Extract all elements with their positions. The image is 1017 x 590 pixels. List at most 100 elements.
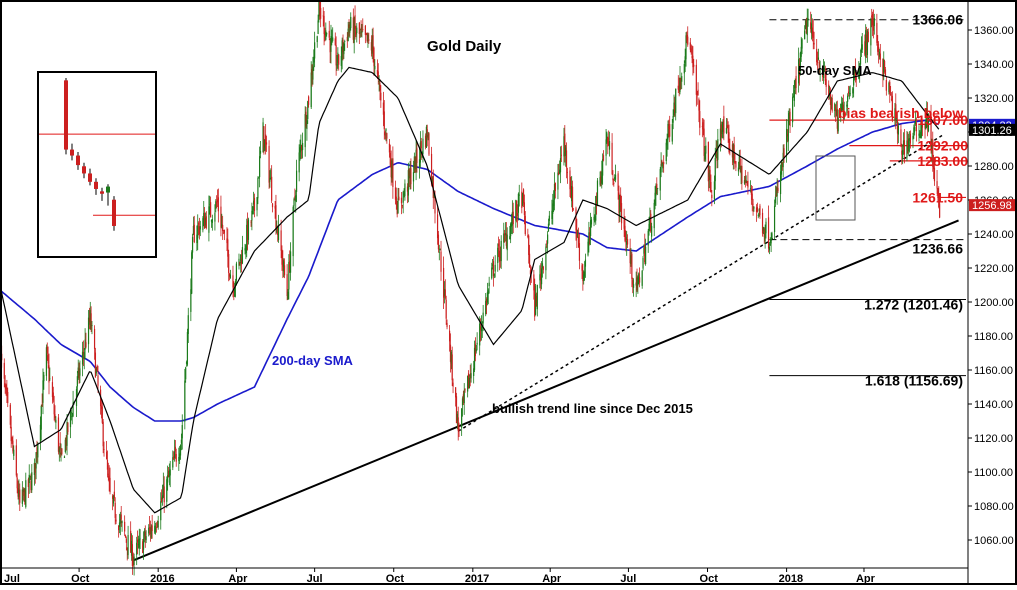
candle: [587, 238, 589, 257]
candle: [7, 387, 9, 408]
candle-body: [834, 103, 836, 112]
candle: [678, 77, 680, 97]
candle: [719, 118, 722, 152]
candle: [918, 125, 920, 142]
price-tick-label: 1080.00: [974, 501, 1014, 513]
candle-body: [196, 234, 198, 244]
candle: [848, 86, 850, 100]
candle: [739, 149, 741, 173]
candle-body: [468, 377, 470, 389]
candle: [680, 77, 682, 90]
candle: [156, 520, 158, 528]
candle: [289, 250, 291, 273]
candle: [228, 249, 230, 282]
candle: [106, 450, 109, 478]
candle: [763, 227, 765, 244]
candle-body: [431, 178, 434, 186]
candle: [672, 109, 674, 130]
candle: [282, 250, 284, 279]
candle: [328, 20, 330, 41]
candle: [641, 270, 643, 289]
candle-body: [765, 221, 767, 234]
candle-body: [233, 288, 235, 293]
candle-body: [467, 375, 469, 392]
candle-body: [341, 40, 343, 60]
candle-body: [686, 34, 688, 41]
candle: [480, 315, 483, 341]
candle: [539, 265, 541, 289]
candle-body: [813, 42, 815, 45]
candle-body: [371, 39, 373, 54]
candle: [714, 147, 716, 190]
candle: [409, 160, 411, 190]
candle-body: [511, 212, 513, 226]
candle: [17, 480, 19, 500]
candle-body: [124, 535, 127, 538]
candle-body: [921, 124, 924, 128]
candle-body: [394, 187, 397, 200]
candle-body: [457, 417, 459, 431]
candle-body: [424, 135, 427, 148]
candle: [337, 47, 339, 69]
candle: [286, 264, 288, 301]
candle: [558, 163, 560, 176]
candle-body: [202, 218, 204, 231]
candle: [330, 24, 332, 64]
candle: [391, 158, 393, 183]
candle: [348, 19, 350, 37]
candle: [884, 66, 887, 77]
candle-body: [306, 120, 308, 130]
inset-candle: [64, 77, 68, 155]
candle: [620, 187, 622, 212]
candle-body: [563, 136, 565, 157]
candle: [545, 243, 547, 280]
dotted-trend-line: [457, 134, 943, 432]
candle: [620, 196, 623, 231]
candle: [816, 39, 818, 66]
candle: [515, 199, 517, 228]
candle: [879, 43, 881, 68]
candle: [362, 18, 364, 32]
candle: [359, 28, 361, 38]
time-tick-label: Apr: [542, 573, 562, 585]
candle-body: [590, 219, 593, 225]
candle-body: [226, 238, 228, 244]
candle: [726, 118, 728, 129]
candle-body: [400, 197, 403, 204]
candle-body: [795, 75, 797, 88]
candle: [355, 25, 357, 38]
candle-body: [192, 226, 195, 235]
candle-body: [623, 219, 625, 229]
candle-body: [528, 253, 531, 267]
candle-body: [715, 151, 717, 158]
candle-body: [710, 182, 712, 192]
candle: [370, 35, 372, 57]
candle: [485, 292, 487, 317]
candle: [540, 261, 543, 290]
candle: [263, 126, 265, 155]
candle-body: [702, 122, 704, 130]
candle: [865, 26, 868, 59]
candle-body: [160, 501, 162, 521]
candle: [488, 276, 490, 294]
candle-body: [919, 136, 921, 138]
candle-body: [379, 83, 381, 91]
candle-body: [178, 457, 180, 461]
candle-body: [473, 347, 476, 370]
candle: [48, 353, 50, 395]
candle: [457, 406, 459, 441]
candle-body: [678, 85, 680, 91]
candle: [843, 101, 845, 121]
candle: [326, 32, 328, 37]
price-tag-bg: [969, 199, 1015, 212]
candle-body: [138, 538, 140, 548]
candle-body: [250, 221, 252, 223]
candle-body: [118, 526, 120, 531]
candle: [151, 514, 153, 539]
candle-body: [406, 186, 409, 192]
candle-body: [709, 169, 711, 181]
candle: [764, 224, 766, 249]
candle: [160, 492, 162, 530]
candle-body: [714, 158, 716, 182]
candle-body: [494, 264, 496, 272]
